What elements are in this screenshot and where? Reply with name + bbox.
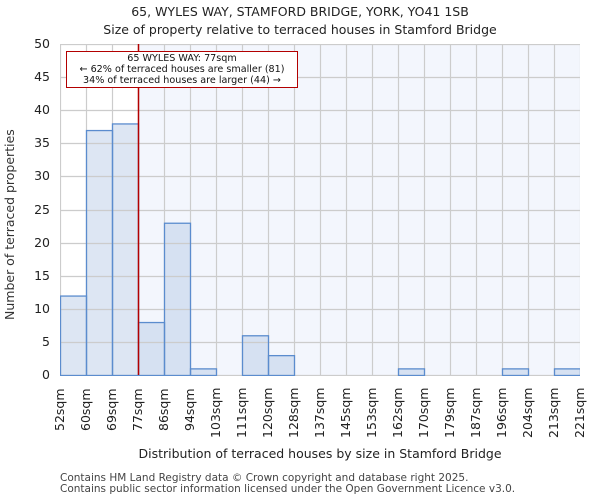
y-tick-label: 50 <box>34 36 50 51</box>
histogram-bar <box>112 123 139 376</box>
x-tick-label: 60sqm <box>78 388 93 431</box>
y-tick-label: 40 <box>34 102 50 118</box>
y-tick-label: 20 <box>34 234 50 250</box>
x-tick-label: 179sqm <box>442 387 457 438</box>
y-tick-label: 25 <box>34 201 50 217</box>
histogram-bar-outline <box>553 368 580 376</box>
x-tick-label: 137sqm <box>312 387 327 438</box>
x-tick-label: 69sqm <box>104 388 119 431</box>
x-tick-label: 145sqm <box>338 387 353 438</box>
marker-annotation-box: 65 WYLES WAY: 77sqm ← 62% of terraced ho… <box>66 51 298 88</box>
histogram-bar <box>190 368 217 376</box>
histogram-bar-outline <box>189 368 218 376</box>
histogram-bar <box>268 355 295 376</box>
histogram-bar-outline <box>163 222 192 376</box>
x-tick-label: 128sqm <box>286 387 301 438</box>
y-tick-label: 5 <box>42 333 50 349</box>
histogram-bar <box>242 335 269 376</box>
x-tick-label: 204sqm <box>520 387 535 438</box>
x-tick-label: 52sqm <box>52 388 67 431</box>
annotation-line-3: 34% of terraced houses are larger (44) → <box>83 75 281 86</box>
x-tick-label: 213sqm <box>546 387 561 438</box>
x-tick-label: 170sqm <box>416 387 431 438</box>
x-tick-label: 221sqm <box>572 387 587 438</box>
histogram-bar <box>164 223 191 376</box>
annotation-line-1: 65 WYLES WAY: 77sqm <box>127 53 237 64</box>
x-tick-label: 94sqm <box>182 388 197 431</box>
chart-title: 65, WYLES WAY, STAMFORD BRIDGE, YORK, YO… <box>131 4 469 19</box>
histogram-bar-outline <box>267 354 296 376</box>
histogram-bar-outline <box>397 368 426 376</box>
x-tick-label: 196sqm <box>494 387 509 438</box>
annotation-line-2: ← 62% of terraced houses are smaller (81… <box>79 64 285 75</box>
y-tick-label: 45 <box>34 69 50 85</box>
x-tick-label: 162sqm <box>390 387 405 438</box>
footer-copyright: Contains HM Land Registry data © Crown c… <box>60 472 469 484</box>
x-axis-label: Distribution of terraced houses by size … <box>138 446 502 461</box>
histogram-bar <box>86 130 113 376</box>
y-tick-label: 10 <box>34 300 50 316</box>
x-tick-label: 120sqm <box>260 387 275 438</box>
histogram-bar <box>60 296 87 376</box>
x-tick-label: 77sqm <box>130 388 145 431</box>
histogram-bar <box>138 322 165 376</box>
x-tick-label: 153sqm <box>364 387 379 438</box>
y-tick-label: 15 <box>34 267 50 283</box>
larger-region-shade <box>138 44 580 375</box>
histogram-bar-outline <box>501 368 530 376</box>
x-tick-label: 103sqm <box>208 387 223 438</box>
histogram <box>60 44 580 376</box>
x-tick-label: 111sqm <box>234 387 249 438</box>
histogram-bar <box>502 368 529 376</box>
plot-area <box>60 44 580 376</box>
y-axis-label: Number of terraced properties <box>2 129 17 320</box>
histogram-bar <box>398 368 425 376</box>
y-tick-label: 35 <box>34 135 50 151</box>
x-tick-label: 86sqm <box>156 388 171 431</box>
y-tick-label: 0 <box>42 367 50 382</box>
chart-subtitle: Size of property relative to terraced ho… <box>103 22 497 37</box>
x-tick-label: 187sqm <box>468 387 483 438</box>
footer-licence: Contains public sector information licen… <box>60 483 516 495</box>
histogram-bar <box>554 368 580 376</box>
y-tick-label: 30 <box>34 168 50 184</box>
